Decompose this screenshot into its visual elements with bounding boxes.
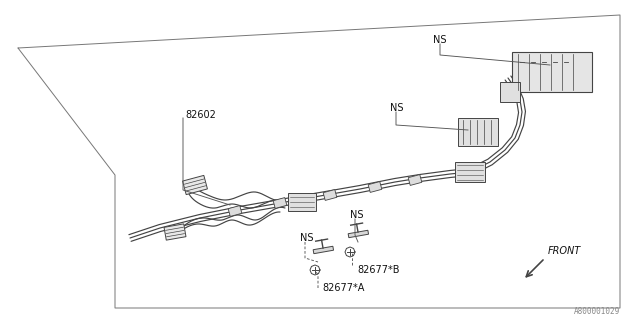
Bar (455, 162, 485, 182)
Bar (368, 181, 382, 192)
Bar (164, 224, 186, 240)
Bar (313, 246, 333, 254)
Text: FRONT: FRONT (548, 246, 581, 256)
Text: NS: NS (433, 35, 447, 45)
Text: A800001029: A800001029 (573, 307, 620, 316)
Bar (273, 197, 287, 208)
Bar (408, 175, 422, 185)
Bar (512, 52, 592, 92)
Text: NS: NS (390, 103, 403, 113)
Bar (458, 118, 498, 146)
Text: 82677*A: 82677*A (322, 283, 364, 293)
Text: 82602: 82602 (185, 110, 216, 120)
Text: 82677*B: 82677*B (357, 265, 399, 275)
Bar (182, 175, 207, 195)
Bar (323, 189, 337, 200)
Bar (288, 193, 316, 211)
Text: NS: NS (300, 233, 314, 243)
Bar (348, 230, 369, 238)
Text: NS: NS (350, 210, 364, 220)
Bar (228, 205, 242, 216)
Bar (500, 82, 520, 102)
